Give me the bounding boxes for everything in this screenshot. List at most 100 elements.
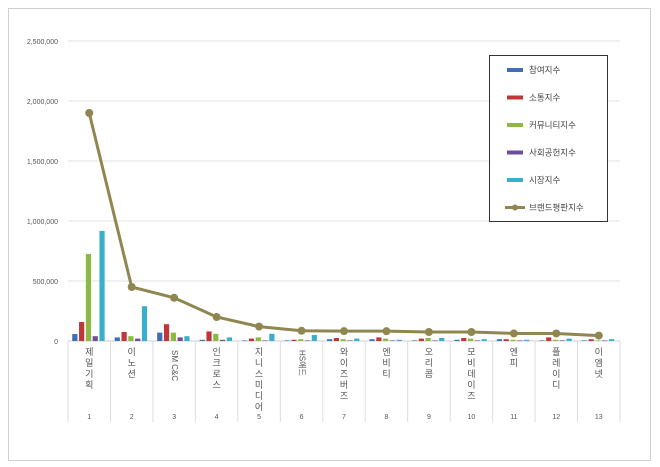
- bar-2-10: [461, 338, 467, 341]
- y-tick-label: 2,500,000: [27, 39, 58, 46]
- bar-1-9: [411, 340, 418, 341]
- y-tick-label: 2,000,000: [27, 99, 58, 106]
- y-tick-label: 500,000: [33, 279, 58, 286]
- rank-label: 12: [552, 414, 560, 421]
- bar-5-2: [141, 306, 148, 341]
- bar-2-9: [418, 338, 424, 341]
- legend-swatch-marker: [512, 204, 518, 211]
- y-tick-label: 0: [54, 339, 58, 346]
- legend-label: 브랜드평판지수: [529, 203, 584, 213]
- bar-5-11: [524, 339, 530, 341]
- bar-1-2: [114, 337, 120, 341]
- bar-2-13: [588, 339, 594, 341]
- bar-4-5: [262, 340, 268, 341]
- bar-1-6: [284, 340, 290, 341]
- bar-3-9: [425, 338, 431, 341]
- bar-5-13: [608, 339, 615, 341]
- bar-4-4: [220, 339, 226, 341]
- bar-2-2: [121, 332, 127, 341]
- bar-5-12: [566, 338, 572, 341]
- rank-label: 8: [385, 414, 389, 421]
- legend-label: 참여지수: [529, 65, 560, 75]
- bar-5-4: [226, 337, 233, 341]
- bar-4-3: [177, 337, 183, 341]
- rank-label: 7: [342, 414, 346, 421]
- bar-4-9: [432, 340, 438, 341]
- category-label: SM C&C: [170, 350, 179, 381]
- bar-5-6: [311, 335, 317, 341]
- brand-index-point: [424, 328, 433, 336]
- bar-2-7: [333, 338, 339, 341]
- bar-3-1: [85, 254, 92, 341]
- bar-2-6: [291, 339, 297, 341]
- rank-label: 5: [257, 414, 261, 421]
- bar-5-10: [481, 339, 487, 341]
- brand-index-point: [85, 109, 94, 117]
- brand-index-point: [552, 329, 561, 338]
- bar-3-8: [383, 338, 389, 341]
- bar-4-6: [304, 340, 311, 341]
- bar-4-12: [559, 340, 565, 341]
- bar-3-11: [510, 339, 516, 341]
- bar-2-3: [163, 324, 170, 341]
- bar-3-6: [298, 339, 304, 341]
- bar-4-7: [347, 340, 353, 341]
- bar-4-13: [602, 340, 608, 341]
- brand-index-point: [340, 327, 348, 336]
- bar-1-10: [454, 339, 460, 341]
- bar-2-12: [546, 337, 552, 341]
- bar-4-10: [474, 340, 480, 341]
- rank-label: 1: [87, 414, 91, 421]
- bar-1-12: [539, 340, 545, 341]
- bar-3-5: [255, 337, 261, 341]
- bar-3-13: [595, 340, 601, 341]
- bar-4-11: [517, 340, 523, 341]
- bar-1-13: [581, 340, 587, 341]
- bar-3-10: [467, 338, 474, 341]
- bar-1-5: [242, 340, 248, 341]
- bar-2-11: [503, 339, 509, 341]
- bar-4-8: [389, 340, 396, 341]
- bar-3-2: [128, 336, 134, 341]
- brand-index-point: [467, 328, 476, 336]
- brand-index-point: [594, 331, 603, 340]
- legend-swatch: [507, 178, 523, 182]
- rank-label: 4: [215, 414, 219, 421]
- bar-3-7: [340, 339, 346, 341]
- brand-index-point: [297, 326, 306, 335]
- brand-index-point: [212, 313, 221, 321]
- rank-label: 2: [130, 414, 134, 421]
- rank-label: 9: [427, 414, 431, 421]
- bar-3-3: [170, 332, 176, 341]
- rank-label: 13: [595, 414, 603, 421]
- bar-5-1: [99, 230, 105, 341]
- legend-swatch: [507, 123, 523, 127]
- bar-1-11: [496, 339, 503, 341]
- legend-swatch: [507, 150, 523, 155]
- bar-5-7: [354, 338, 360, 341]
- bar-4-1: [92, 336, 98, 341]
- rank-label: 11: [510, 414, 517, 421]
- brand-index-point: [382, 327, 391, 336]
- legend-label: 커뮤니티지수: [529, 120, 576, 130]
- legend-box: [489, 55, 608, 222]
- legend-label: 소통지수: [529, 93, 560, 103]
- y-tick-label: 1,500,000: [27, 159, 58, 166]
- bar-1-3: [157, 332, 163, 341]
- bar-5-3: [184, 336, 190, 341]
- rank-label: 3: [172, 414, 176, 421]
- y-tick-label: 1,000,000: [27, 219, 58, 226]
- rank-label: 10: [467, 414, 475, 421]
- bar-3-12: [552, 339, 559, 341]
